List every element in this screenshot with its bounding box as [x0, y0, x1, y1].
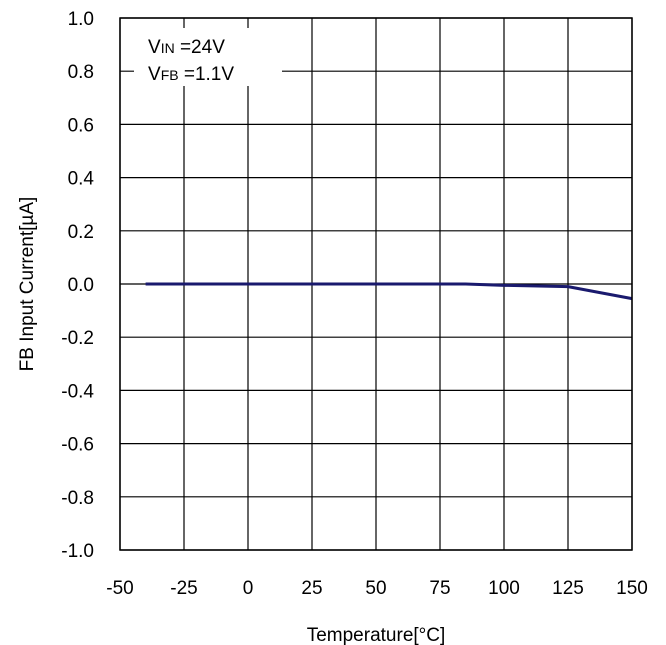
x-tick-label: 50 — [365, 578, 386, 599]
x-tick-label: -25 — [170, 578, 197, 599]
annotation-background — [134, 28, 282, 86]
y-tick-label: 0.8 — [68, 62, 94, 83]
x-tick-label: -50 — [106, 578, 133, 599]
x-tick-label: 125 — [552, 578, 584, 599]
annotation-vin: VIN =24V — [148, 37, 225, 58]
x-tick-label: 150 — [616, 578, 648, 599]
annotation-vfb: VFB =1.1V — [148, 64, 234, 85]
y-tick-label: 1.0 — [68, 9, 94, 30]
plot-frame — [119, 17, 633, 551]
x-axis-title: Temperature[°C] — [307, 625, 446, 645]
x-tick-label: 75 — [429, 578, 450, 599]
annotation-box: VIN =24V VFB =1.1V — [134, 28, 282, 86]
y-axis-title: FB Input Current[µA] — [17, 197, 38, 372]
y-tick-label: -0.2 — [61, 328, 94, 349]
y-tick-label: 0.0 — [68, 275, 94, 296]
series-line — [145, 282, 633, 301]
y-tick-label: 0.4 — [68, 169, 95, 190]
x-tick-labels: -50 -25 0 25 50 75 100 125 150 — [106, 578, 648, 599]
x-tick-label: 25 — [301, 578, 322, 599]
x-tick-label: 0 — [243, 578, 254, 599]
y-tick-label: -0.4 — [61, 381, 94, 402]
y-tick-label: -1.0 — [61, 541, 94, 562]
series-layer — [145, 282, 633, 301]
y-tick-label: -0.6 — [61, 435, 94, 456]
y-tick-label: 0.2 — [68, 222, 94, 243]
x-tick-label: 100 — [488, 578, 520, 599]
y-tick-labels: 1.0 0.8 0.6 0.4 0.2 0.0 -0.2 -0.4 -0.6 -0.8 -1.0 — [61, 9, 94, 562]
y-tick-label: 0.6 — [68, 115, 94, 136]
y-tick-label: -0.8 — [61, 488, 94, 509]
